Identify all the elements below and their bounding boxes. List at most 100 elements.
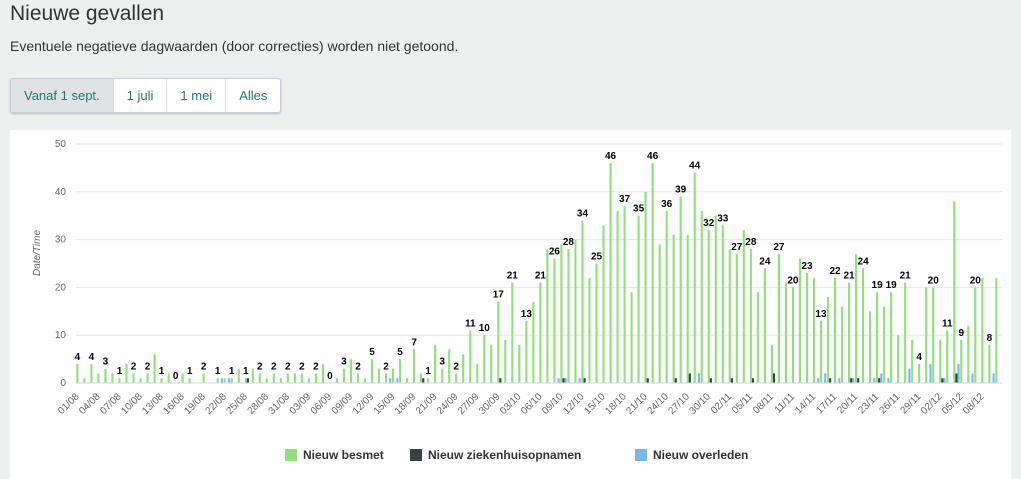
bar [749,249,752,383]
bar [709,378,712,383]
x-tick-label: 08/11 [751,391,776,416]
data-label: 0 [327,371,333,382]
bar [497,301,500,383]
bar [855,253,858,383]
bar [847,282,851,383]
data-label: 5 [397,347,403,358]
bar [427,378,430,383]
data-label: 4 [89,352,95,363]
range-button[interactable]: Alles [239,88,268,103]
data-label: 2 [131,361,137,372]
data-label: 10 [479,323,491,334]
bar [483,335,486,383]
data-label: 4 [75,352,81,363]
bar [932,287,935,383]
data-label: 22 [829,266,841,277]
data-label: 36 [661,199,673,210]
bar [567,249,570,383]
bar [160,378,163,383]
bar [772,373,776,383]
bar [377,368,381,383]
data-label: 11 [465,318,476,329]
bar [562,378,565,383]
bar [777,253,780,383]
bar [469,330,472,383]
x-tick-label: 18/10 [603,391,629,417]
data-label: 24 [858,256,870,267]
bar [246,378,249,383]
bar [714,215,717,383]
data-label: 46 [647,151,659,162]
bar [609,163,612,383]
x-tick-label: 15/10 [582,391,608,417]
range-button[interactable]: 1 mei [167,79,227,112]
data-label: 28 [745,237,757,248]
bar [946,330,949,383]
bar [829,378,832,383]
bar [812,277,816,383]
bar [735,253,738,383]
range-button[interactable]: 1 juli [114,79,168,112]
x-tick-label: 21/09 [414,391,440,417]
data-label: 2 [285,361,291,372]
bar [335,378,339,383]
bar [307,378,310,383]
bar [957,363,960,383]
data-label: 2 [313,361,319,372]
bar [770,344,773,383]
bar [188,378,191,383]
bar [399,359,402,383]
bar [880,373,883,383]
x-tick-label: 22/08 [203,391,229,417]
bar [665,210,668,383]
x-tick-label: 11/11 [773,391,798,416]
data-label: 21 [535,271,547,282]
bar [181,373,184,383]
bar [798,258,802,383]
x-tick-label: 07/08 [98,391,124,417]
legend-swatch [285,449,297,461]
bar [293,373,296,383]
bar [251,368,254,383]
bar [995,277,998,383]
range-button[interactable]: Vanaf 1 sept. [11,79,114,112]
bar [791,287,794,383]
data-label: 1 [159,366,165,377]
data-label: 17 [493,290,505,301]
bar [887,378,890,383]
bar [111,373,114,383]
bar [623,206,626,383]
bar [890,292,893,383]
legend-label: Nieuw ziekenhuisopnamen [428,448,581,462]
y-tick-label: 40 [55,187,67,198]
bar [97,373,100,383]
bar [560,244,563,383]
x-tick-label: 12/09 [351,391,377,417]
bar [981,277,984,383]
data-label: 13 [521,309,533,320]
bar [686,234,689,383]
bar [132,373,135,383]
bar [384,373,388,383]
data-label: 8 [987,333,993,344]
bar [595,263,598,383]
data-label: 34 [577,208,589,219]
bar [272,373,275,383]
x-tick-label: 05/11 [730,391,755,416]
data-label: 4 [916,352,922,363]
legend-swatch [635,449,647,461]
legend-label: Nieuw overleden [653,448,748,462]
data-label: 23 [801,261,813,272]
data-label: 7 [411,338,417,349]
bar [279,378,282,383]
bar [925,287,928,383]
bar [490,344,493,383]
data-label: 19 [872,280,884,291]
bar [974,287,977,383]
bar [441,368,444,383]
y-tick-label: 20 [55,282,67,293]
bar [153,354,156,383]
x-tick-label: 15/09 [372,391,398,417]
bar [742,230,745,383]
bar [651,163,654,383]
